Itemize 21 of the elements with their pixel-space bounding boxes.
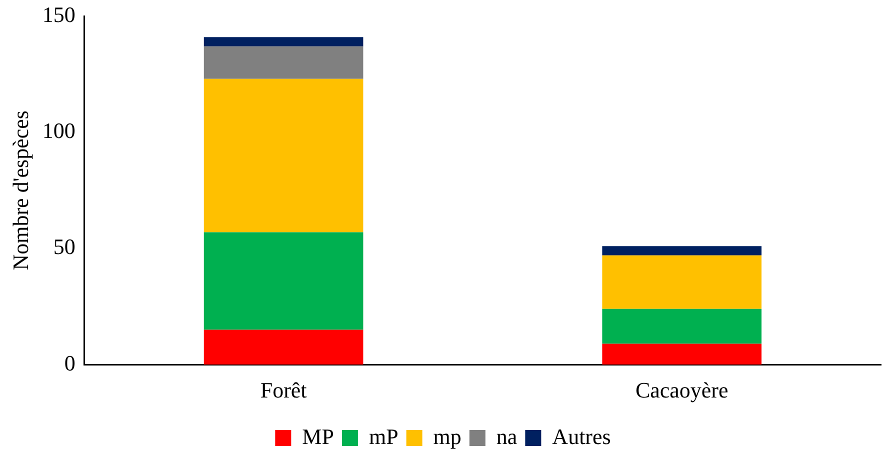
y-axis-title: Nombre d'espèces	[8, 110, 33, 270]
bar	[204, 232, 364, 330]
bar	[602, 344, 762, 365]
bar	[204, 46, 364, 79]
legend-label: Autres	[552, 424, 611, 449]
legend-label: mp	[433, 424, 462, 449]
legend-label: mP	[368, 424, 398, 449]
legend-label: MP	[302, 424, 334, 449]
bar	[204, 37, 364, 46]
bar	[602, 255, 762, 309]
bar	[204, 78, 364, 232]
legend-label: na	[496, 424, 518, 449]
y-tick-label: 0	[64, 350, 76, 376]
y-tick-label: 50	[53, 234, 76, 260]
bar	[602, 308, 762, 344]
y-tick-label: 150	[42, 2, 76, 27]
bar	[602, 246, 762, 256]
x-tick-label: Forêt	[260, 378, 307, 403]
bar	[204, 330, 364, 365]
y-tick-label: 100	[42, 118, 76, 144]
x-tick-label: Cacaoyère	[635, 378, 728, 403]
